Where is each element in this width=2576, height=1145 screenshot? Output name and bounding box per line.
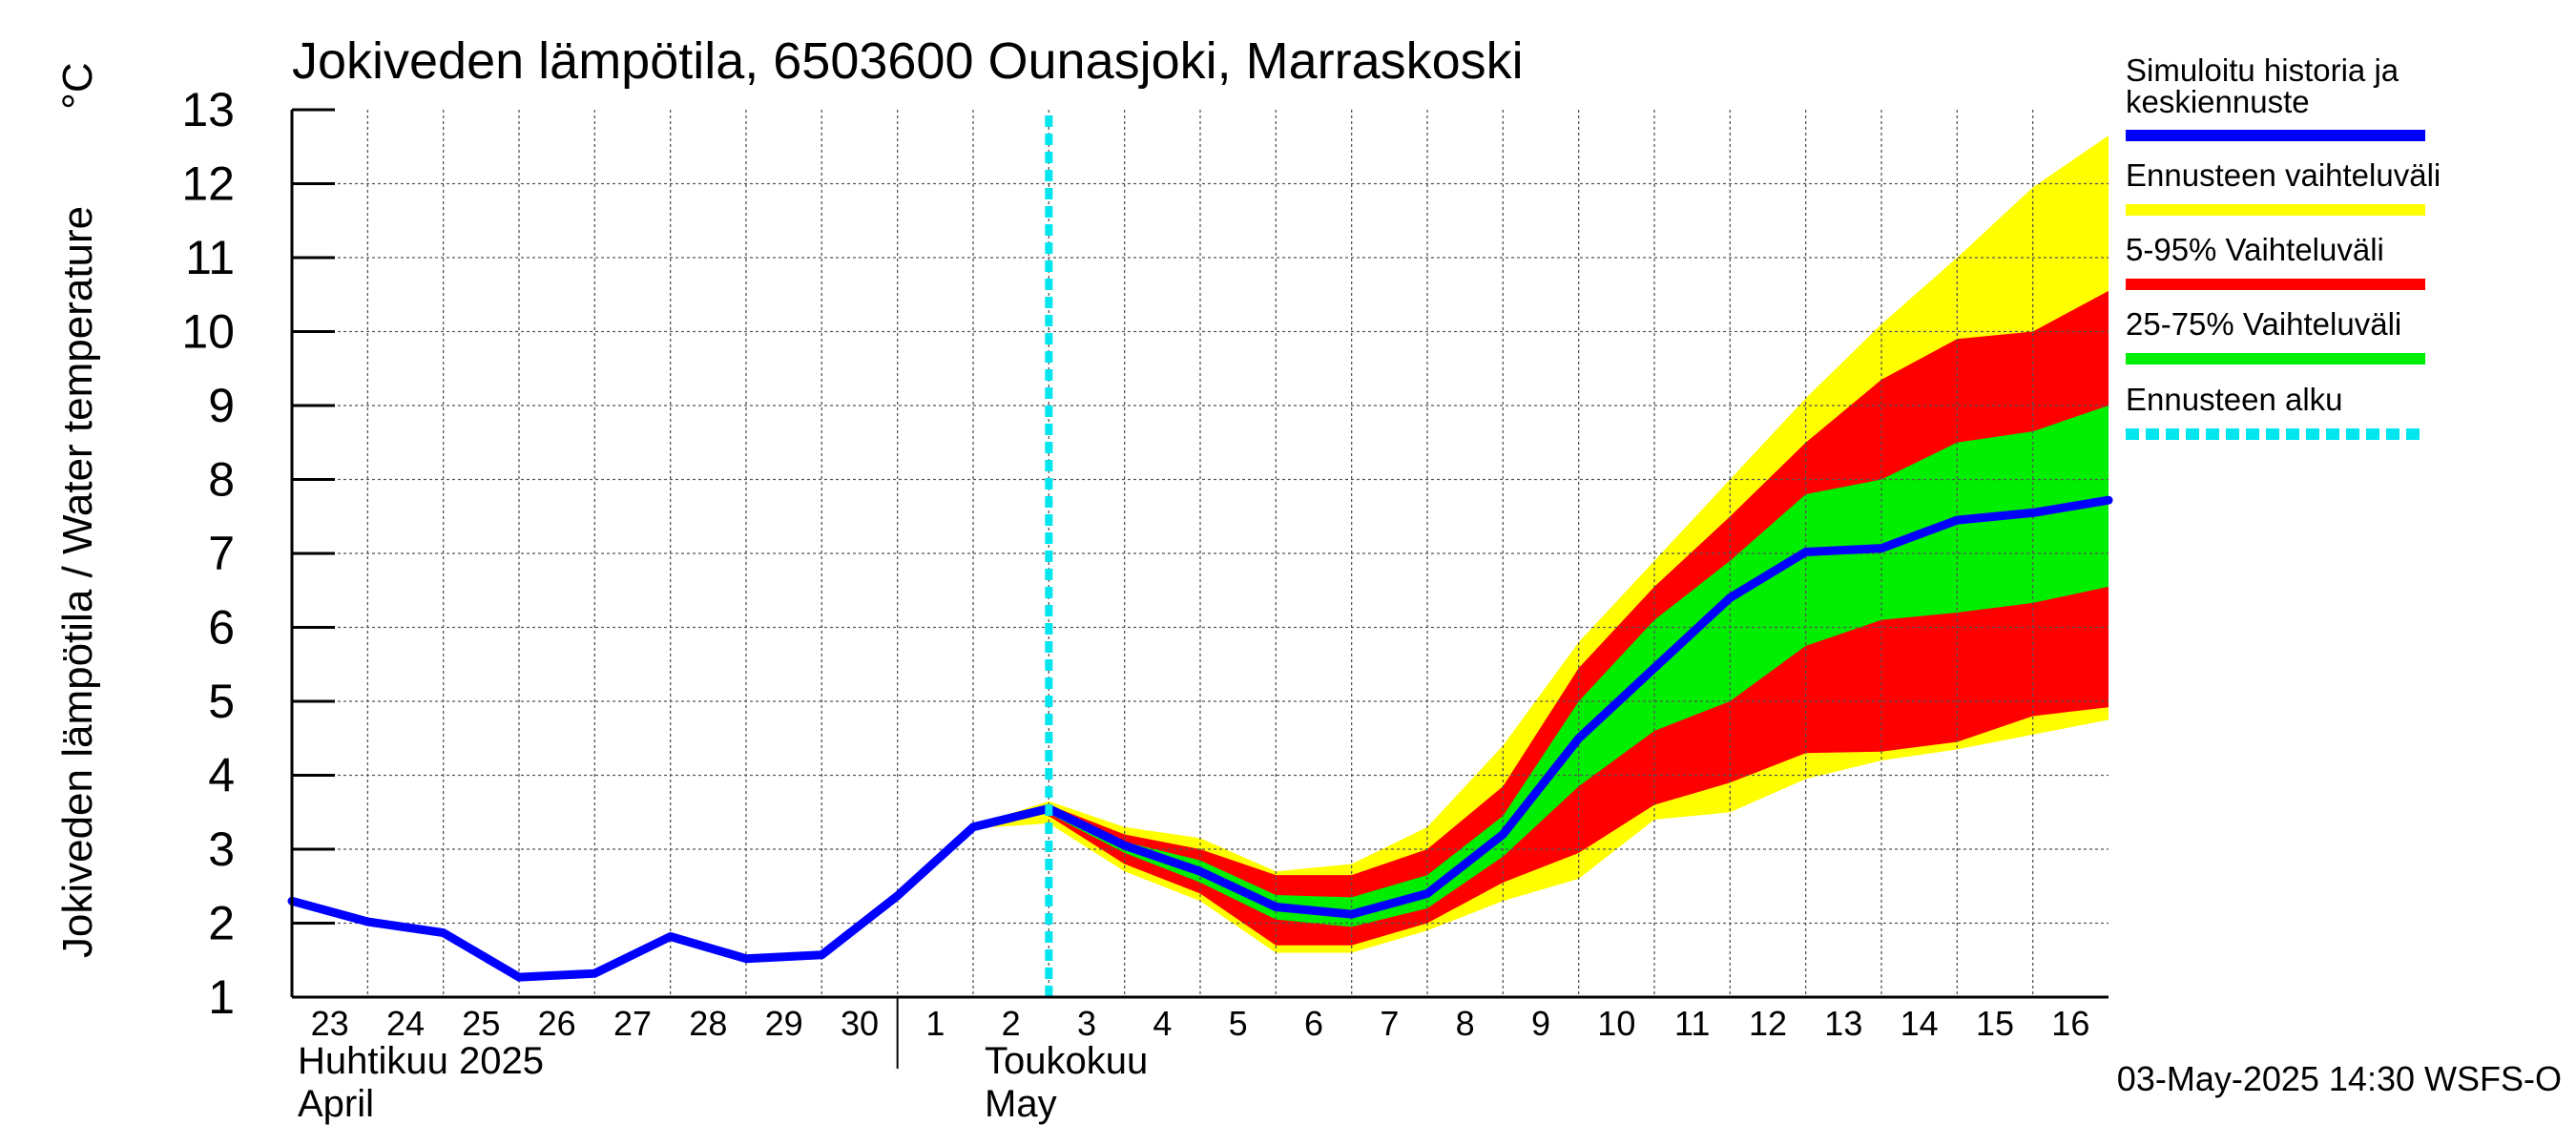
y-tick-label: 1 [208,970,235,1024]
x-tick-label: 7 [1380,1004,1399,1043]
x-tick-label: 23 [311,1004,349,1043]
x-tick-label: 26 [538,1004,576,1043]
y-tick-label: 13 [181,83,235,136]
legend-label: 25-75% Vaihteluväli [2126,306,2401,342]
y-tick-label: 7 [208,527,235,580]
x-tick-label: 8 [1456,1004,1475,1043]
x-tick-label: 5 [1229,1004,1248,1043]
x-tick-label: 16 [2051,1004,2089,1043]
x-tick-label: 27 [613,1004,652,1043]
series-line-history-mean [287,495,2113,982]
y-tick-label: 12 [181,157,235,211]
y-tick-label: 11 [185,231,235,284]
x-tick-label: 25 [462,1004,500,1043]
y-axis-unit: °C [54,62,101,109]
x-tick-label: 2 [1002,1004,1021,1043]
band-p5-95 [1049,290,2109,946]
legend-label: Simuloitu historia ja [2126,52,2399,88]
x-tick-label: 10 [1597,1004,1635,1043]
month-label-en: April [298,1083,374,1125]
x-tick-label: 15 [1976,1004,2014,1043]
legend-label: 5-95% Vaihteluväli [2126,232,2384,267]
month-label-en: May [985,1083,1057,1125]
y-tick-label: 3 [208,822,235,876]
month-label-fi: Toukokuu [985,1040,1148,1082]
x-tick-label: 29 [765,1004,803,1043]
x-tick-label: 4 [1153,1004,1172,1043]
y-tick-label: 2 [208,897,235,950]
x-tick-label: 9 [1531,1004,1550,1043]
y-tick-label: 9 [208,379,235,432]
y-tick-label: 5 [208,675,235,728]
legend-label: Ennusteen vaihteluväli [2126,157,2441,193]
footer-timestamp: 03-May-2025 14:30 WSFS-O [2117,1059,2562,1098]
y-axis-label: Jokiveden lämpötila / Water temperature [54,206,101,958]
band-p25-75 [1049,406,2109,927]
legend-label: keskiennuste [2126,84,2310,119]
x-tick-label: 6 [1304,1004,1323,1043]
month-label-fi: Huhtikuu 2025 [298,1040,544,1082]
y-tick-label: 6 [208,601,235,655]
x-tick-label: 14 [1901,1004,1939,1043]
x-tick-label: 28 [689,1004,727,1043]
x-tick-label: 24 [386,1004,425,1043]
x-tick-label: 12 [1749,1004,1787,1043]
x-tick-label: 30 [841,1004,879,1043]
chart-title: Jokiveden lämpötila, 6503600 Ounasjoki, … [292,32,1524,90]
x-tick-label: 13 [1824,1004,1862,1043]
y-tick-label: 10 [181,305,235,359]
x-tick-label: 11 [1674,1004,1710,1043]
x-tick-label: 1 [925,1004,945,1043]
x-tick-label: 3 [1077,1004,1096,1043]
y-tick-label: 4 [208,749,235,802]
legend-label: Ennusteen alku [2126,382,2343,417]
y-tick-label: 8 [208,453,235,507]
